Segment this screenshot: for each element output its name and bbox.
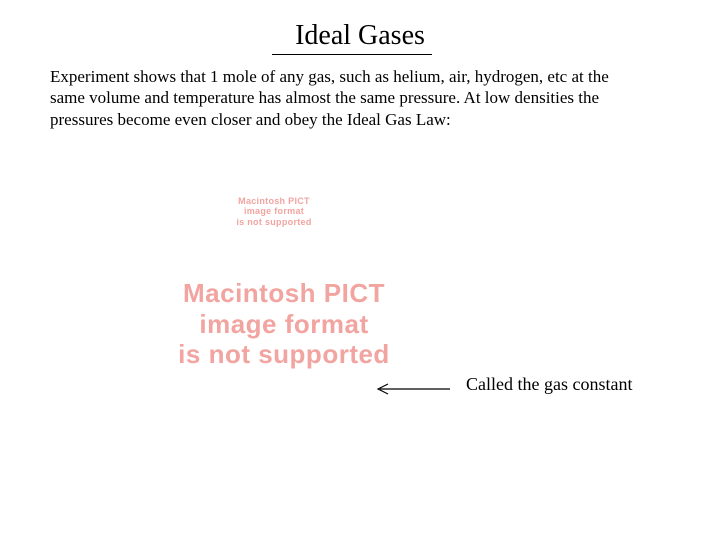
pict-small-line2: image format <box>194 206 354 216</box>
pict-small-line3: is not supported <box>194 217 354 227</box>
title-underline <box>272 54 432 55</box>
pict-placeholder-large: Macintosh PICT image format is not suppo… <box>104 278 464 370</box>
pict-large-line2: image format <box>104 309 464 340</box>
slide-title: Ideal Gases <box>0 20 720 52</box>
body-paragraph: Experiment shows that 1 mole of any gas,… <box>50 66 610 130</box>
slide: Ideal Gases Experiment shows that 1 mole… <box>0 0 720 540</box>
pict-large-line1: Macintosh PICT <box>104 278 464 309</box>
pict-large-line3: is not supported <box>104 339 464 370</box>
pict-small-line1: Macintosh PICT <box>194 196 354 206</box>
arrow-left-icon <box>372 382 452 396</box>
pict-placeholder-small: Macintosh PICT image format is not suppo… <box>194 196 354 227</box>
gas-constant-label: Called the gas constant <box>466 374 632 395</box>
